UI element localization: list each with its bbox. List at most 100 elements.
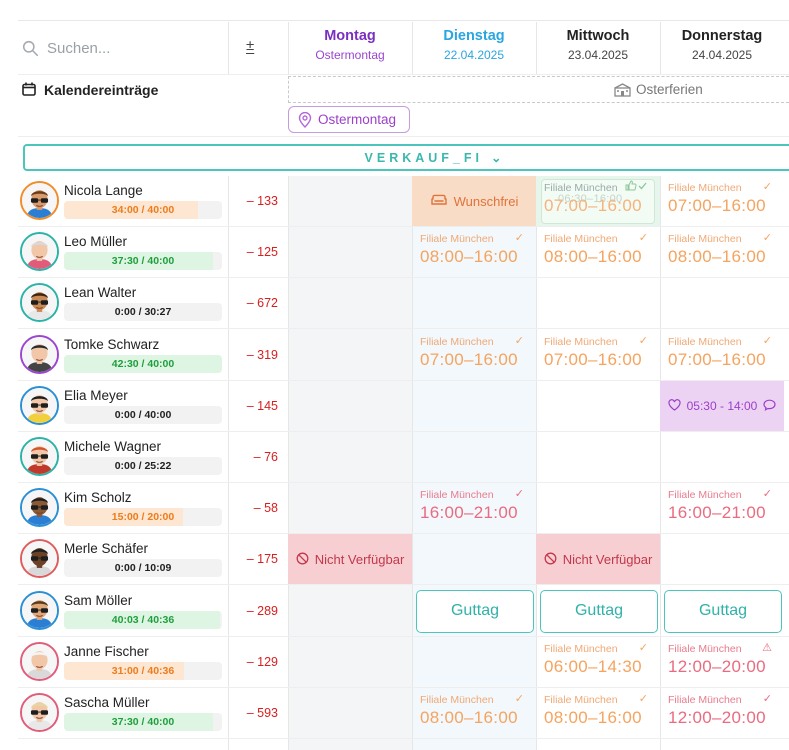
employee-name[interactable]: Leo Müller — [64, 234, 128, 250]
search-box[interactable]: Suchen... — [22, 36, 110, 60]
column-divider — [412, 22, 413, 74]
schedule-cell[interactable] — [288, 586, 412, 637]
calendar-icon — [22, 82, 36, 96]
shift-card[interactable]: Filiale München 06:30–16:00 07:00–16:00 — [536, 176, 660, 227]
hours-progress-bar: 0:00 / 25:22 — [64, 457, 222, 475]
check-icon: ✓ — [514, 693, 524, 705]
shift-location: Filiale München — [420, 335, 494, 348]
employee-row: Merle Schäfer 0:00 / 10:09 – 175 Nicht Verf… — [0, 534, 789, 586]
schedule-cell[interactable] — [412, 278, 536, 329]
holiday-badge[interactable]: Ostermontag — [288, 106, 410, 133]
shift-card[interactable]: Filiale München ✓ 07:00–16:00 — [412, 330, 536, 381]
employee-row: Elia Meyer 0:00 / 40:00 – 145 05:30 - 14:00 — [0, 380, 789, 432]
shift-card[interactable]: Filiale München ✓ 07:00–16:00 — [660, 330, 784, 381]
schedule-cell[interactable] — [660, 278, 784, 329]
avatar[interactable] — [20, 641, 59, 681]
schedule-cell[interactable] — [412, 534, 536, 585]
avatar[interactable] — [20, 385, 59, 425]
shift-card[interactable]: Filiale München ✓ 08:00–16:00 — [536, 688, 660, 739]
shift-card[interactable]: Filiale München ✓ 07:00–16:00 — [660, 176, 784, 227]
day-header-mittwoch[interactable]: Mittwoch 23.04.2025 — [536, 28, 660, 62]
schedule-cell[interactable] — [288, 330, 412, 381]
shift-card[interactable]: Filiale München ✓ 12:00–20:00 — [660, 688, 784, 739]
shift-time: 08:00–16:00 — [420, 708, 518, 727]
avatar[interactable] — [20, 693, 59, 732]
schedule-cell[interactable] — [412, 432, 536, 483]
employee-name[interactable]: Sam Möller — [64, 592, 133, 608]
hours-balance: – 319 — [246, 347, 278, 362]
schedule-cell[interactable] — [288, 227, 412, 278]
hours-balance: – 76 — [253, 450, 278, 464]
shift-location: Filiale München — [544, 694, 618, 706]
day-header-donnerstag[interactable]: Donnerstag 24.04.2025 — [660, 28, 784, 62]
shift-card[interactable]: Filiale München ✓ 08:00–16:00 — [412, 688, 536, 739]
avatar[interactable] — [20, 539, 59, 579]
avatar[interactable] — [20, 437, 59, 476]
shift-card[interactable]: Filiale München ✓ 08:00–16:00 — [660, 227, 784, 278]
schedule-cell[interactable] — [288, 688, 412, 739]
vacation-period-bar[interactable] — [288, 76, 789, 103]
unavailable-label: Nicht Verfügbar — [562, 552, 653, 568]
employee-name[interactable]: Sascha Müller — [64, 695, 150, 710]
schedule-cell[interactable] — [536, 483, 660, 534]
schedule-cell[interactable] — [288, 381, 412, 432]
shift-card[interactable]: Filiale München ✓ 07:00–16:00 — [536, 330, 660, 381]
shift-card[interactable]: Filiale München ✓ 06:00–14:30 — [536, 637, 660, 688]
avatar[interactable] — [20, 590, 59, 630]
shift-card[interactable]: Filiale München ✓ 08:00–16:00 — [536, 227, 660, 278]
day-name: Montag — [324, 28, 376, 44]
day-name: Dienstag — [443, 28, 505, 44]
employee-name[interactable]: Elia Meyer — [64, 387, 128, 403]
day-date: 22.04.2025 — [443, 48, 505, 62]
shift-location: Filiale München — [668, 642, 742, 655]
employee-name[interactable]: Merle Schäfer — [64, 541, 149, 557]
day-header-montag[interactable]: Montag Ostermontag — [288, 28, 412, 62]
row-divider — [18, 328, 789, 330]
employee-name[interactable]: Kim Scholz — [64, 490, 132, 506]
employee-name[interactable]: Janne Fischer — [64, 643, 149, 659]
unavailable-card[interactable]: Nicht Verfügbar — [288, 534, 412, 586]
avatar[interactable] — [20, 232, 59, 272]
schedule-cell[interactable] — [536, 381, 660, 432]
avatar[interactable] — [20, 488, 59, 528]
day-header-dienstag[interactable]: Dienstag 22.04.2025 — [412, 28, 536, 62]
check-icon: ✓ — [514, 232, 524, 245]
schedule-cell[interactable] — [536, 278, 660, 329]
expand-toggle-button[interactable]: ± — [246, 37, 255, 54]
hours-progress-bar: 34:00 / 40:00 — [64, 201, 222, 219]
schedule-cell[interactable] — [412, 637, 536, 688]
good-day-button[interactable]: Guttag — [664, 589, 782, 633]
search-input[interactable]: Suchen... — [47, 39, 111, 57]
schedule-cell[interactable] — [288, 176, 412, 227]
employee-name[interactable]: Lean Walter — [64, 285, 137, 301]
hours-balance: – 593 — [246, 706, 278, 720]
schedule-cell[interactable] — [536, 432, 660, 483]
hours-balance: – 133 — [246, 194, 278, 208]
absence-card[interactable]: 05:30 - 14:00 — [660, 380, 784, 432]
shift-card[interactable]: Filiale München ✓ 16:00–21:00 — [660, 483, 784, 534]
unavailable-card[interactable]: Nicht Verfügbar — [536, 534, 660, 586]
good-day-cell[interactable]: Guttag — [536, 586, 660, 637]
schedule-cell[interactable] — [288, 483, 412, 534]
good-day-button[interactable]: Guttag — [540, 589, 658, 633]
employee-name[interactable]: Nicola Lange — [64, 183, 143, 198]
good-day-cell[interactable]: Guttag — [660, 586, 784, 637]
avatar[interactable] — [20, 334, 59, 374]
schedule-cell[interactable] — [288, 432, 412, 483]
schedule-cell[interactable] — [412, 381, 536, 432]
shift-card[interactable]: Filiale München ⚠ 12:00–20:00 — [660, 637, 784, 688]
group-header[interactable]: VERKAUF_FI ⌄ — [23, 144, 789, 171]
good-day-cell[interactable]: Guttag — [412, 586, 536, 637]
schedule-cell[interactable] — [288, 637, 412, 688]
schedule-cell[interactable] — [288, 278, 412, 329]
good-day-button[interactable]: Guttag — [416, 589, 534, 633]
employee-name[interactable]: Tomke Schwarz — [64, 336, 160, 352]
schedule-cell[interactable] — [660, 432, 784, 483]
avatar[interactable] — [20, 283, 59, 323]
employee-name[interactable]: Michele Wagner — [64, 439, 162, 454]
wish-free-card[interactable]: Wunschfrei — [412, 176, 536, 227]
schedule-cell[interactable] — [660, 534, 784, 585]
avatar[interactable] — [20, 181, 59, 220]
shift-card[interactable]: Filiale München ✓ 16:00–21:00 — [412, 483, 536, 534]
shift-card[interactable]: Filiale München ✓ 08:00–16:00 — [412, 227, 536, 278]
